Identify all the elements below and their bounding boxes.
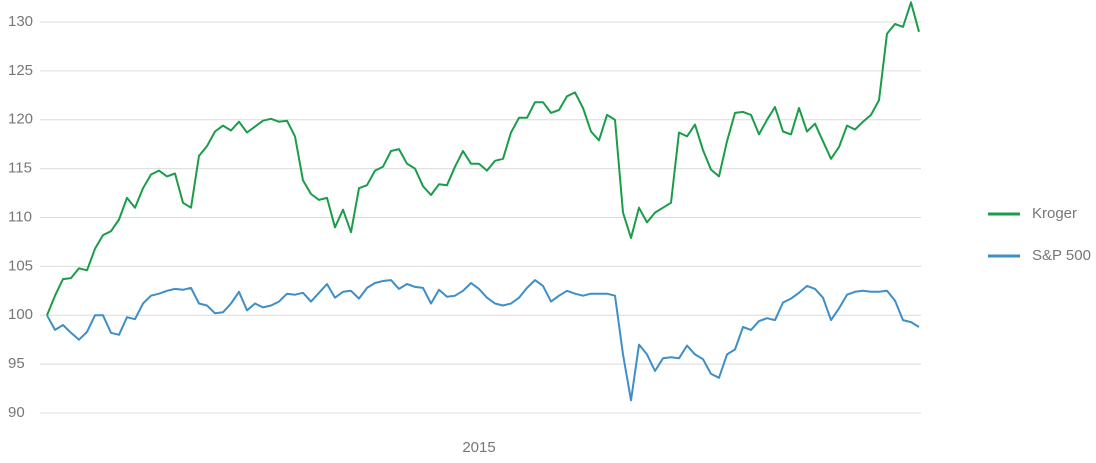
y-tick-label: 130 bbox=[8, 13, 33, 30]
y-tick-label: 100 bbox=[8, 306, 33, 323]
y-tick-label: 90 bbox=[8, 404, 25, 421]
y-tick-label: 115 bbox=[8, 160, 32, 177]
legend-label: Kroger bbox=[1032, 205, 1077, 222]
y-tick-label: 110 bbox=[8, 208, 32, 225]
y-tick-label: 125 bbox=[8, 62, 33, 79]
x-tick-label: 2015 bbox=[462, 439, 495, 456]
legend-label: S&P 500 bbox=[1032, 247, 1091, 264]
y-tick-label: 105 bbox=[8, 257, 33, 274]
line-series bbox=[46, 279, 920, 402]
y-tick-label: 95 bbox=[8, 355, 25, 372]
y-tick-label: 120 bbox=[8, 111, 33, 128]
line-series bbox=[46, 1, 920, 316]
